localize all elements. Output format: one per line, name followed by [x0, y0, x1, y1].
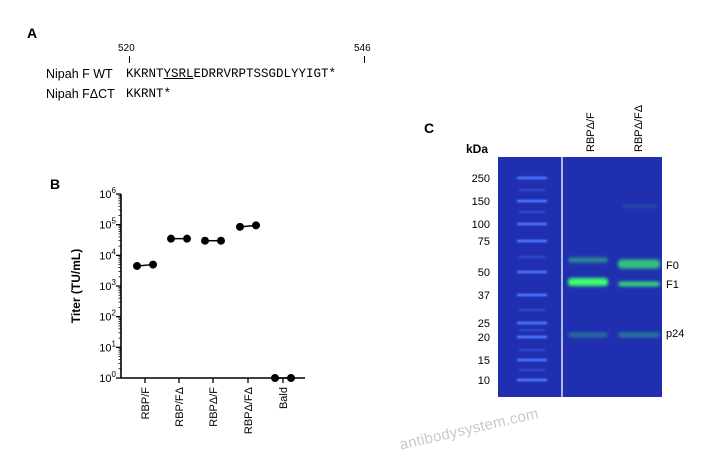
- data-point: [149, 260, 157, 269]
- y-tick-label: 101: [99, 339, 116, 354]
- sample-band: [568, 332, 608, 338]
- ladder-band: [517, 199, 547, 203]
- ysrl-motif: YSRL: [163, 67, 194, 81]
- position-tick-start: [129, 56, 130, 63]
- wt-seq-post: EDRRVRPTSSGDLYYIGT*: [193, 67, 337, 81]
- wt-seq-pre: KKRNT: [126, 67, 164, 81]
- ladder-band-faint: [519, 369, 545, 371]
- ladder-band: [517, 176, 547, 180]
- band-label: p24: [666, 328, 684, 340]
- data-point: [217, 236, 225, 245]
- lane-label: RBPΔ/FΔ: [633, 104, 645, 152]
- ladder-band: [517, 378, 547, 382]
- y-tick-label: 102: [99, 309, 116, 324]
- panel-b-label: B: [50, 176, 61, 192]
- ladder-band: [517, 335, 547, 339]
- ladder-band-faint: [519, 349, 545, 351]
- marker-label: 250: [472, 173, 490, 185]
- ladder-band: [517, 358, 547, 362]
- ladder-band-faint: [519, 329, 545, 331]
- x-tick-label: RBPΔ/F: [208, 387, 220, 427]
- chart-points: [133, 221, 295, 382]
- ladder-band: [517, 270, 547, 274]
- data-point: [287, 374, 295, 382]
- panel-c-label: C: [424, 120, 435, 136]
- marker-label: 10: [478, 375, 490, 387]
- ladder-band: [517, 321, 547, 325]
- data-point: [236, 222, 244, 231]
- x-tick-label: RBP/F: [140, 387, 152, 420]
- ladder-band-faint: [519, 256, 545, 258]
- sequence-position-start: 520: [118, 43, 135, 54]
- y-tick-label: 103: [99, 278, 116, 293]
- gel-labels: kDa 250 150 100 75 50 37 25 20 15 10 RBPΔ/F RBPΔ/FΔ F…: [466, 104, 684, 387]
- sample-band: [618, 259, 660, 269]
- ladder-band-faint: [519, 211, 545, 213]
- x-tick-label: RBPΔ/FΔ: [243, 386, 255, 434]
- sequence-position-end: 546: [354, 43, 371, 54]
- ladder-band-faint: [519, 309, 545, 311]
- sample-band: [568, 257, 608, 263]
- ladder-band: [517, 222, 547, 226]
- data-point: [167, 234, 175, 243]
- x-tick-label: Bald: [278, 387, 290, 409]
- band-label: F1: [666, 279, 679, 291]
- gel-background: [498, 157, 662, 397]
- sample-band: [618, 281, 660, 287]
- sample-bands: [568, 204, 660, 338]
- lane-label: RBPΔ/F: [585, 112, 597, 152]
- position-tick-end: [364, 56, 365, 63]
- ladder-band: [517, 293, 547, 297]
- sample-band: [622, 204, 658, 208]
- marker-label: 150: [472, 196, 490, 208]
- dct-sequence: KKRNT*: [126, 87, 172, 101]
- y-tick-label: 105: [99, 217, 116, 232]
- marker-label: 50: [478, 267, 490, 279]
- ladder-bands: [517, 176, 547, 382]
- y-tick-label: 106: [99, 186, 116, 201]
- wt-sequence: KKRNTYSRLEDRRVRPTSSGDLYYIGT*: [126, 67, 336, 81]
- kda-title: kDa: [466, 142, 488, 156]
- x-tick-label: RBP/FΔ: [174, 386, 186, 426]
- marker-label: 15: [478, 355, 490, 367]
- ladder-band: [517, 239, 547, 243]
- data-point: [271, 374, 279, 382]
- marker-label: 20: [478, 332, 490, 344]
- marker-label: 37: [478, 290, 490, 302]
- panel-a-label: A: [27, 25, 38, 41]
- data-point: [201, 236, 209, 245]
- dct-row-label: Nipah FΔCT: [46, 87, 115, 101]
- chart-labels: 100 101 102 103 104 105 106 Titer (TU/mL) RBP/F R…: [69, 186, 290, 434]
- wt-row-label: Nipah F WT: [46, 67, 113, 81]
- y-tick-label: 100: [99, 370, 116, 385]
- marker-label: 100: [472, 219, 490, 231]
- marker-label: 25: [478, 318, 490, 330]
- ladder-band-faint: [519, 189, 545, 191]
- y-tick-label: 104: [99, 247, 116, 262]
- sample-band: [568, 278, 608, 286]
- sample-band: [618, 332, 660, 338]
- marker-label: 75: [478, 236, 490, 248]
- data-point: [252, 221, 260, 230]
- data-point: [133, 261, 141, 270]
- y-axis-title: Titer (TU/mL): [69, 249, 83, 323]
- data-point: [183, 234, 191, 243]
- band-label: F0: [666, 260, 679, 272]
